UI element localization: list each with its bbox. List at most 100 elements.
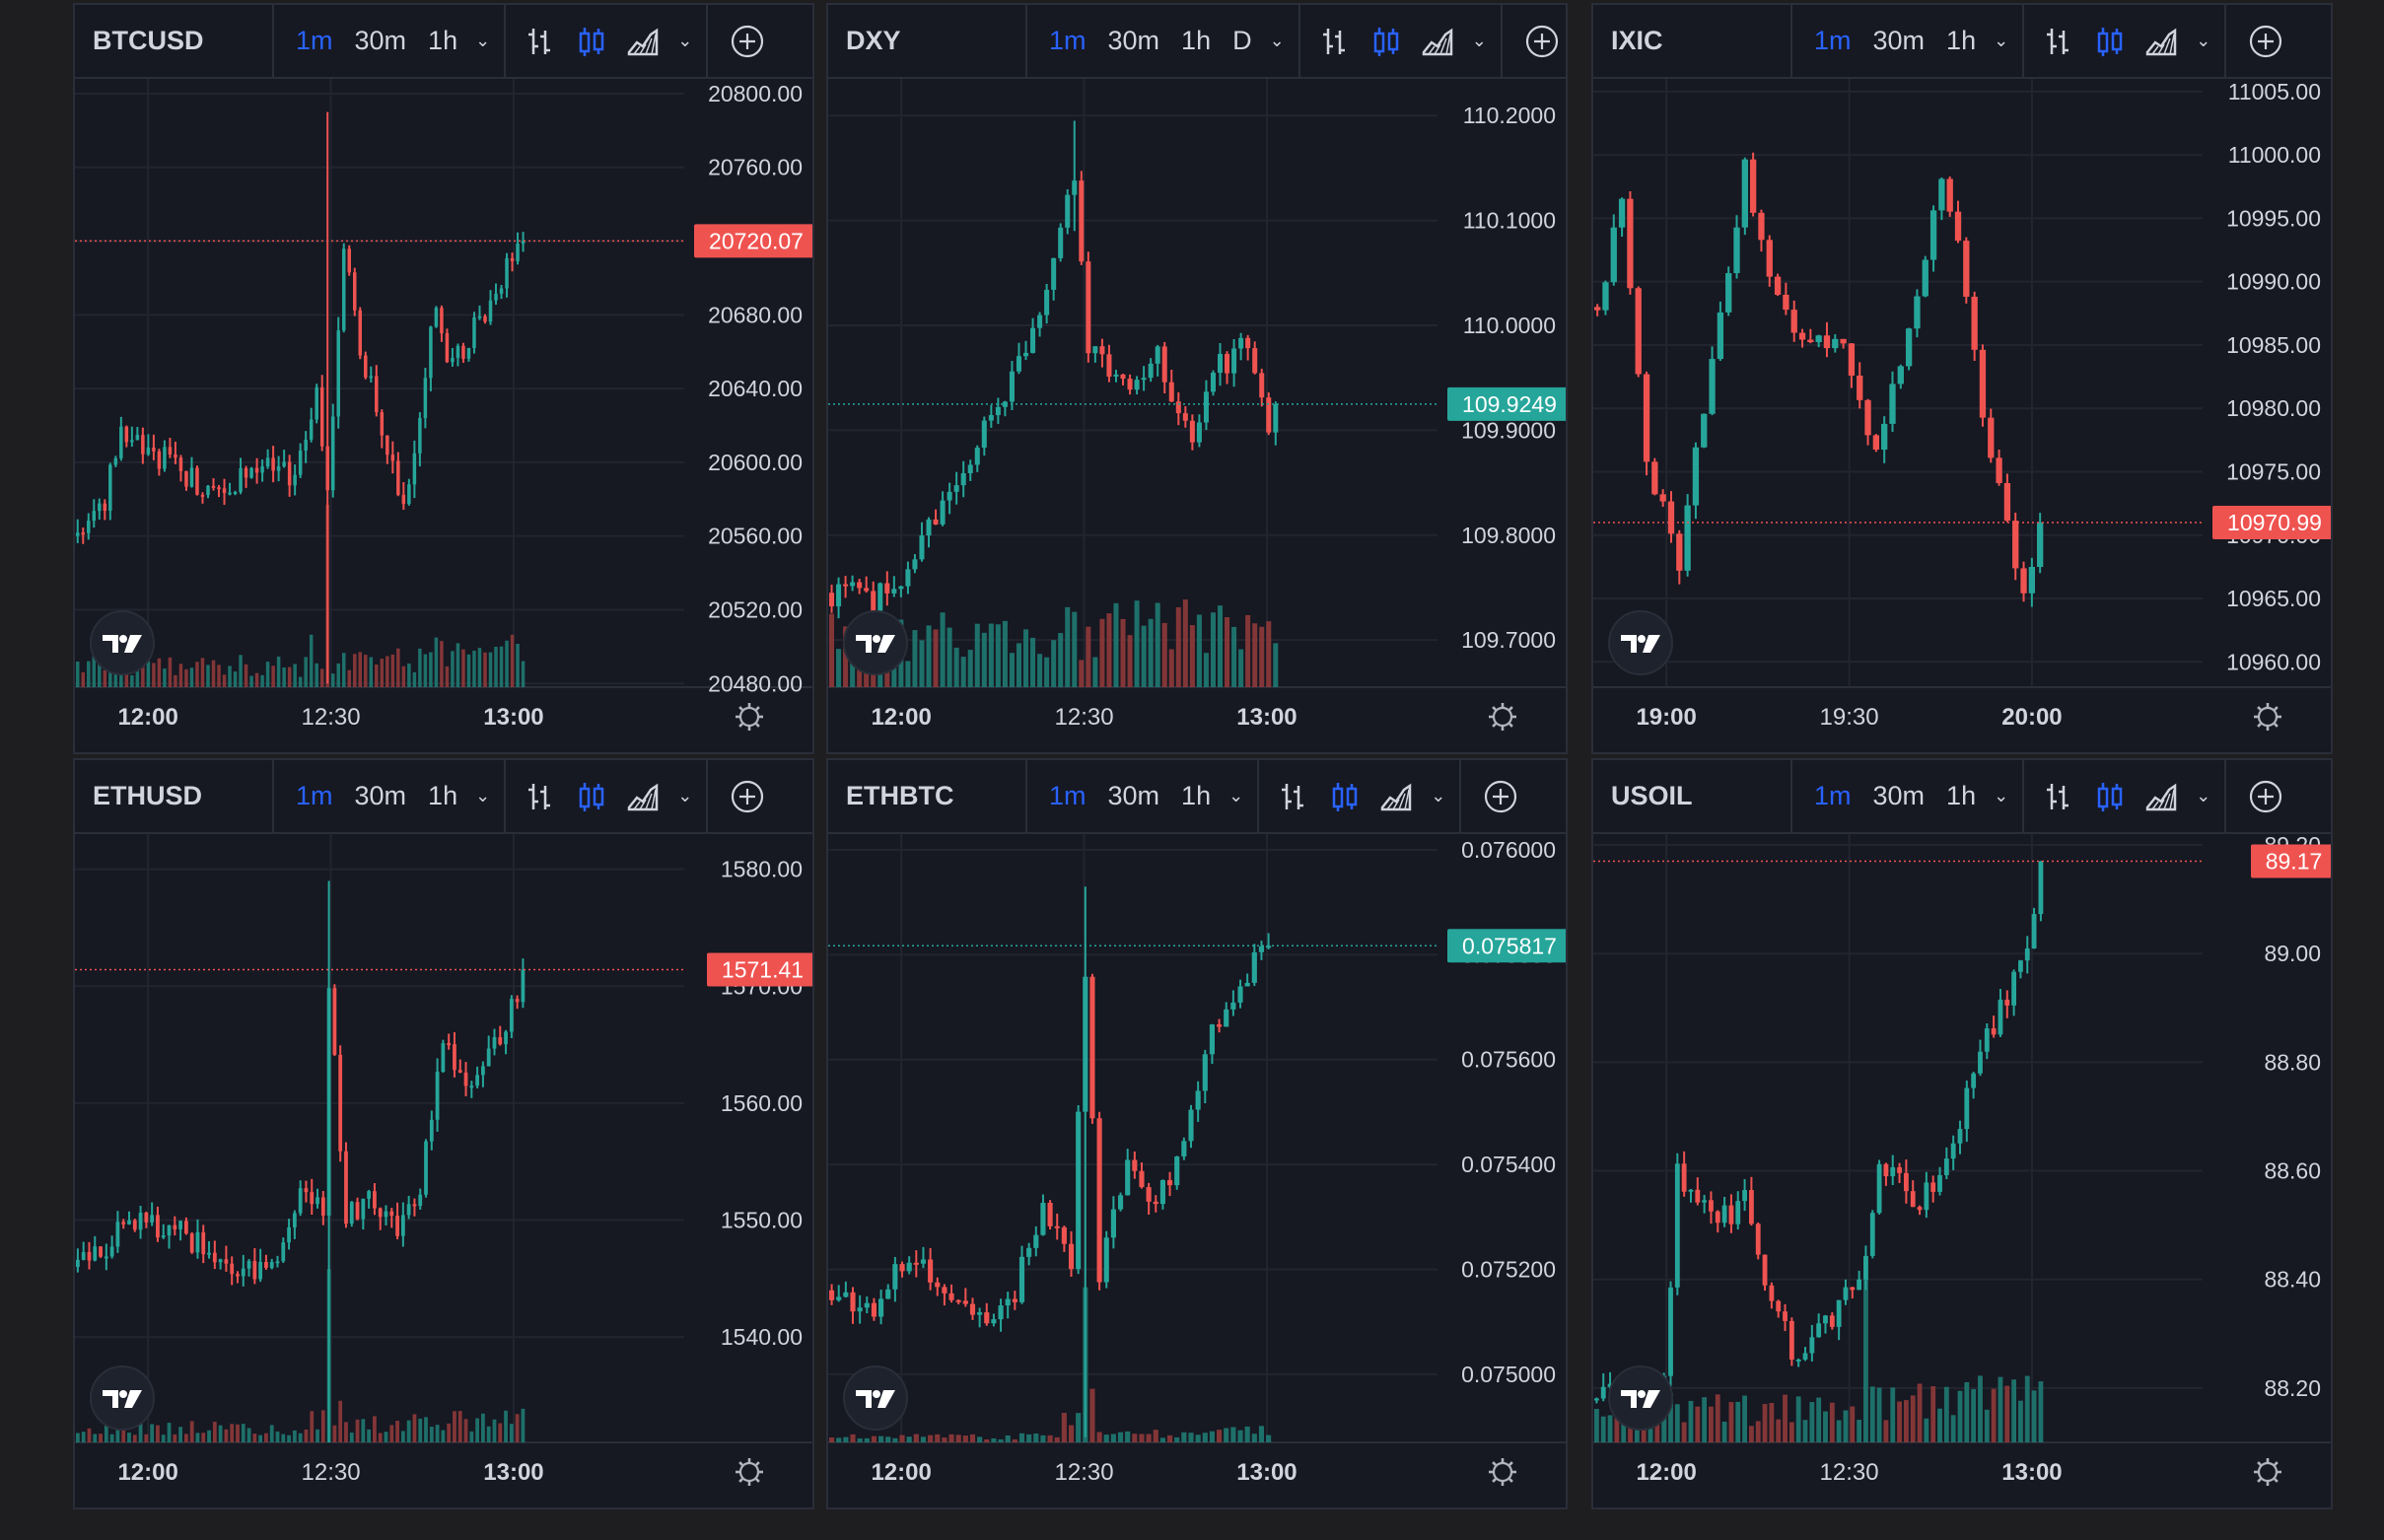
area-chart-icon[interactable] — [626, 25, 660, 58]
gear-icon[interactable] — [2254, 703, 2281, 731]
chart-panel-ixic[interactable]: IXIC 1m 30m 1h ⌄ ⌄ 11005.00 11000.00 10995.00 109… — [1591, 3, 2333, 754]
timeframe-30m[interactable]: 30m — [354, 781, 407, 810]
tradingview-logo[interactable] — [1608, 1365, 1673, 1431]
bar-chart-icon[interactable] — [524, 25, 557, 58]
timeframe-30m[interactable]: 30m — [354, 26, 407, 55]
price-chart[interactable]: 110.2000 110.1000 110.0000 109.9000 109.8000… — [828, 79, 1566, 752]
chevron-down-icon[interactable]: ⌄ — [1228, 786, 1244, 805]
candle-body — [258, 1262, 263, 1280]
area-chart-icon[interactable] — [1379, 780, 1413, 813]
plus-circle-icon[interactable] — [2248, 779, 2283, 814]
timeframe-1h[interactable]: 1h — [1946, 781, 1977, 810]
candle-body — [349, 1202, 354, 1225]
tradingview-logo[interactable] — [90, 610, 155, 675]
chevron-down-icon[interactable]: ⌄ — [475, 31, 491, 50]
timeframe-1m[interactable]: 1m — [1814, 781, 1852, 810]
gear-icon[interactable] — [1489, 703, 1516, 731]
timeframe-1m[interactable]: 1m — [1049, 781, 1087, 810]
area-chart-icon[interactable] — [2144, 780, 2178, 813]
chart-panel-ethusd[interactable]: ETHUSD 1m 30m 1h ⌄ ⌄ 1580.001570.001560.001550… — [73, 758, 814, 1509]
tradingview-logo[interactable] — [1608, 610, 1673, 675]
candle-body — [504, 1031, 508, 1045]
timeframe-1m[interactable]: 1m — [296, 781, 333, 810]
candlestick-icon[interactable] — [575, 780, 608, 813]
plus-circle-icon[interactable] — [1483, 779, 1518, 814]
price-chart[interactable]: 0.0760000.0758000.0756000.0754000.075200… — [828, 834, 1566, 1507]
timeframe-1m[interactable]: 1m — [1049, 26, 1087, 55]
tradingview-logo[interactable] — [90, 1365, 155, 1431]
bar-chart-icon[interactable] — [524, 780, 557, 813]
volume-bar — [287, 666, 292, 687]
timeframe-1h[interactable]: 1h — [428, 781, 458, 810]
bar-chart-icon[interactable] — [2042, 780, 2075, 813]
timeframe-extra[interactable]: D — [1232, 26, 1252, 55]
plus-circle-icon[interactable] — [2248, 24, 2283, 59]
symbol-label[interactable]: ETHBTC — [846, 781, 954, 810]
chart-panel-btcusd[interactable]: BTCUSD 1m 30m 1h ⌄ ⌄ 20800.0020760.0020720.002… — [73, 3, 814, 754]
tradingview-logo[interactable] — [843, 610, 908, 675]
price-chart[interactable]: 20800.0020760.0020720.0020680.0020640.00… — [75, 79, 812, 752]
chevron-down-icon[interactable]: ⌄ — [2196, 31, 2211, 50]
gear-icon[interactable] — [2254, 1458, 2281, 1486]
area-chart-icon[interactable] — [626, 780, 660, 813]
candlestick-icon[interactable] — [2093, 780, 2127, 813]
timeframe-1h[interactable]: 1h — [1946, 26, 1977, 55]
candlestick-icon[interactable] — [575, 25, 608, 58]
bar-chart-icon[interactable] — [1277, 780, 1310, 813]
candlestick-icon[interactable] — [2093, 25, 2127, 58]
tradingview-logo[interactable] — [843, 1365, 908, 1431]
bar-chart-icon[interactable] — [2042, 25, 2075, 58]
candle-body — [135, 435, 140, 441]
plus-circle-icon[interactable] — [730, 24, 765, 59]
gear-icon[interactable] — [736, 1458, 763, 1486]
symbol-label[interactable]: BTCUSD — [93, 26, 204, 55]
chart-panel-dxy[interactable]: DXY 1m 30m 1h D ⌄ ⌄ 110.2000 110.1000 110.0000 109… — [826, 3, 1568, 754]
candlestick-icon[interactable] — [1369, 25, 1403, 58]
symbol-label[interactable]: DXY — [846, 26, 901, 55]
volume-bar — [829, 1436, 835, 1442]
chevron-down-icon[interactable]: ⌄ — [677, 31, 693, 50]
chevron-down-icon[interactable]: ⌄ — [677, 786, 693, 805]
timeframe-1m[interactable]: 1m — [1814, 26, 1852, 55]
area-chart-icon[interactable] — [2144, 25, 2178, 58]
chevron-down-icon[interactable]: ⌄ — [1431, 786, 1446, 805]
chevron-down-icon[interactable]: ⌄ — [2196, 786, 2211, 805]
price-chart[interactable]: 11005.00 11000.00 10995.00 10990.00 10985.00… — [1593, 79, 2331, 752]
chevron-down-icon[interactable]: ⌄ — [475, 786, 491, 805]
candle-body — [211, 485, 216, 488]
candle-body — [265, 457, 270, 467]
chevron-down-icon[interactable]: ⌄ — [1994, 31, 2009, 50]
candles — [76, 111, 526, 684]
bar-chart-icon[interactable] — [1318, 25, 1352, 58]
volume-bar — [228, 665, 232, 687]
symbol-label[interactable]: USOIL — [1611, 781, 1693, 810]
symbol-label[interactable]: ETHUSD — [93, 781, 203, 810]
price-axis-label: 0.075200 — [1461, 1256, 1556, 1282]
timeframe-1m[interactable]: 1m — [296, 26, 333, 55]
gear-icon[interactable] — [1489, 1458, 1516, 1486]
chevron-down-icon[interactable]: ⌄ — [1471, 31, 1487, 50]
candlestick-icon[interactable] — [1328, 780, 1362, 813]
timeframe-30m[interactable]: 30m — [1107, 781, 1160, 810]
chevron-down-icon[interactable]: ⌄ — [1994, 786, 2009, 805]
symbol-label[interactable]: IXIC — [1611, 26, 1663, 55]
timeframe-1h[interactable]: 1h — [1181, 781, 1212, 810]
chevron-down-icon[interactable]: ⌄ — [1269, 31, 1285, 50]
chart-panel-ethbtc[interactable]: ETHBTC 1m 30m 1h ⌄ ⌄ 0.0760000.0758000.0756000… — [826, 758, 1568, 1509]
timeframe-30m[interactable]: 30m — [1872, 26, 1926, 55]
volume-bar — [249, 675, 253, 687]
timeframe-30m[interactable]: 30m — [1107, 26, 1160, 55]
gear-icon[interactable] — [736, 703, 763, 731]
volume-bar — [1230, 1427, 1236, 1442]
price-chart[interactable]: 1580.001570.001560.001550.001540.001571.… — [75, 834, 812, 1507]
candle-body — [1850, 1287, 1856, 1291]
candle-body — [969, 1303, 976, 1315]
plus-circle-icon[interactable] — [1524, 24, 1560, 59]
area-chart-icon[interactable] — [1421, 25, 1454, 58]
timeframe-1h[interactable]: 1h — [1181, 26, 1212, 55]
price-chart[interactable]: 89.2089.0088.8088.6088.4088.2089.1712:00… — [1593, 834, 2331, 1507]
timeframe-30m[interactable]: 30m — [1872, 781, 1926, 810]
plus-circle-icon[interactable] — [730, 779, 765, 814]
chart-panel-usoil[interactable]: USOIL 1m 30m 1h ⌄ ⌄ 89.2089.0088.8088.6088.408… — [1591, 758, 2333, 1509]
timeframe-1h[interactable]: 1h — [428, 26, 458, 55]
